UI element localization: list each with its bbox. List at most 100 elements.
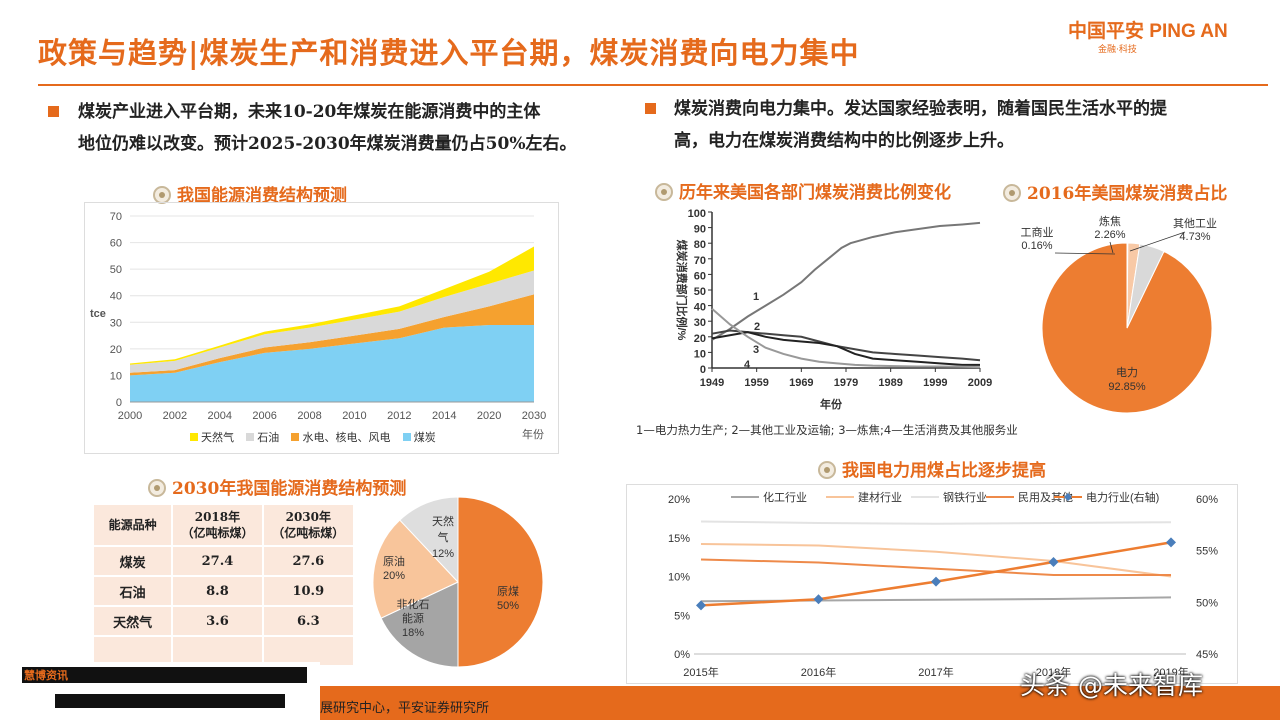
y-tick-label: 90 [694, 224, 706, 236]
pie-leader-line [1054, 252, 1116, 255]
table-cell: 8.8 [171, 575, 264, 607]
bullet-square-icon [48, 106, 59, 117]
y-tick-label: 40 [110, 291, 122, 303]
left-bullet-line1: 煤炭产业进入平台期，未来10-20年煤炭在能源消费中的主体 [78, 102, 541, 122]
pie-label: 气 [438, 530, 449, 544]
y-tick-label: 20 [694, 333, 706, 345]
table-header-row: 能源品种 2018年 （亿吨标煤） 2030年 （亿吨标煤） [91, 503, 356, 547]
legend-marker [1064, 493, 1072, 501]
legend-label: 化工行业 [763, 490, 807, 504]
legend-label: 电力行业(右轴) [1086, 490, 1159, 504]
y-tick-label: 80 [694, 239, 706, 251]
pie-slice-1 [457, 496, 544, 668]
area-series-3 [130, 270, 534, 373]
pie-label: 电力 [1116, 366, 1138, 379]
table-cell: 27.4 [171, 545, 264, 577]
title-underline [38, 84, 1268, 86]
pie-label: 原煤 [497, 585, 519, 598]
pie-label: 原油 [383, 554, 405, 568]
pie-slice-3 [372, 519, 459, 619]
marker-diamond [931, 576, 941, 587]
pingan-logo: 中国平安 PING AN [1068, 21, 1228, 42]
section-title-us-2016: 2016年美国煤炭消费占比 [1003, 179, 1227, 204]
y-tick-label: 0 [700, 364, 706, 376]
table-cell: 27.6 [261, 545, 356, 577]
legend-swatch-coal [402, 433, 411, 441]
series-label: 2 [754, 321, 760, 333]
y-tick-label: 0 [116, 397, 122, 409]
y-tick-label: 10 [110, 370, 122, 382]
y-tick-label: 60 [110, 238, 122, 250]
table-header-cell: 能源品种 [91, 503, 174, 547]
pie-slice-4 [399, 496, 459, 584]
pie-label: 能源 [402, 611, 424, 625]
x-tick-label: 1989 [878, 377, 902, 389]
y-axis-label: 煤炭消费部门比例/% [675, 240, 689, 341]
us-sector-line-chart: 0 10 20 30 40 50 60 70 80 90 100 1949 1959 1969 1979 19… [675, 208, 992, 411]
circle-bullet-icon [1003, 184, 1021, 202]
right-bullet-line2: 高，电力在煤炭消费结构中的比例逐步上升。 [674, 131, 1014, 151]
pie-value: 12% [432, 548, 454, 560]
y-tick-label: 100 [688, 208, 706, 220]
y-tick-label: 20 [110, 344, 122, 356]
footer-source: 展研究中心，平安证券研究所 [320, 701, 490, 716]
y-tick-label: 0% [674, 649, 690, 661]
y-axis-label: tce [90, 308, 106, 320]
pie-slice-2 [380, 581, 459, 668]
legend-label-coal: 煤炭 [413, 432, 436, 444]
pie-value: 18% [402, 627, 424, 639]
right-bullet-text: 煤炭消费向电力集中。发达国家经验表明，随着国民生活水平的提 高，电力在煤炭消费结… [674, 93, 1254, 157]
line-series-1 [711, 221, 981, 341]
y-tick-label: 50 [694, 286, 706, 298]
y-tick-label: 40 [694, 302, 706, 314]
y-tick-label: 60 [694, 270, 706, 282]
redaction-bar [55, 694, 285, 708]
area-series-1 [130, 324, 534, 402]
circle-bullet-icon [655, 183, 673, 201]
y-tick-label: 15% [668, 533, 690, 545]
redacted-tag: 慧博资讯 [24, 669, 68, 682]
legend-label: 钢铁行业 [943, 491, 987, 504]
china-forecast-legend: 天然气 石油 水电、核电、风电 煤炭 [190, 429, 436, 445]
pie-value: 2.26% [1094, 229, 1125, 241]
circle-bullet-icon [153, 186, 171, 204]
power-share-chart-frame [626, 484, 1238, 684]
x-tick-label: 2016年 [801, 665, 836, 679]
legend-label-oil: 石油 [257, 432, 280, 444]
pie-value: 0.16% [1021, 240, 1052, 252]
x-axis-label: 年份 [522, 427, 544, 441]
x-tick-label: 1979 [834, 377, 858, 389]
us-sector-caption: 1—电力热力生产; 2—其他工业及运输; 3—炼焦;4—生活消费及其他服务业 [636, 423, 1018, 437]
table-cell: 石油 [91, 575, 174, 607]
table-cell: 煤炭 [91, 545, 174, 577]
x-tick-label: 2006 [252, 410, 276, 422]
pie-label: 非化石 [397, 597, 430, 611]
section-title-china-forecast: 我国能源消费结构预测 [153, 181, 347, 206]
pie-leader-line [1129, 231, 1186, 252]
left-bullet-line2: 地位仍难以改变。预计2025-2030年煤炭消费量仍占50%左右。 [78, 134, 577, 154]
x-tick-label: 2002 [163, 410, 187, 422]
pie-value: 20% [383, 570, 405, 582]
circle-bullet-icon [818, 461, 836, 479]
x-tick-label: 2012 [387, 410, 411, 422]
series-label: 1 [753, 291, 759, 303]
table-row: 天然气 3.6 6.3 [91, 605, 356, 637]
legend-label: 建材行业 [858, 490, 902, 504]
line-series-2 [700, 542, 1172, 578]
y-tick-label: 5% [674, 610, 690, 622]
line-series-4 [711, 307, 981, 369]
marker-diamond [696, 600, 706, 611]
x-tick-label: 1969 [789, 377, 813, 389]
left-bullet-text: 煤炭产业进入平台期，未来10-20年煤炭在能源消费中的主体 地位仍难以改变。预计… [78, 96, 598, 160]
pie-label: 工商业 [1021, 225, 1054, 239]
table-cell: 3.6 [171, 605, 264, 637]
circle-bullet-icon [148, 479, 166, 497]
x-tick-label: 2017年 [918, 665, 953, 679]
y-tick-label: 10 [694, 348, 706, 360]
power-share-line-chart: 0% 5% 10% 15% 20% 45% 50% 55% 60% 2015年 2016年 2017年… [668, 490, 1218, 679]
bullet-square-icon [645, 103, 656, 114]
x-axis-label: 年份 [820, 397, 843, 411]
table-header-cell: 2018年 （亿吨标煤） [171, 503, 264, 547]
